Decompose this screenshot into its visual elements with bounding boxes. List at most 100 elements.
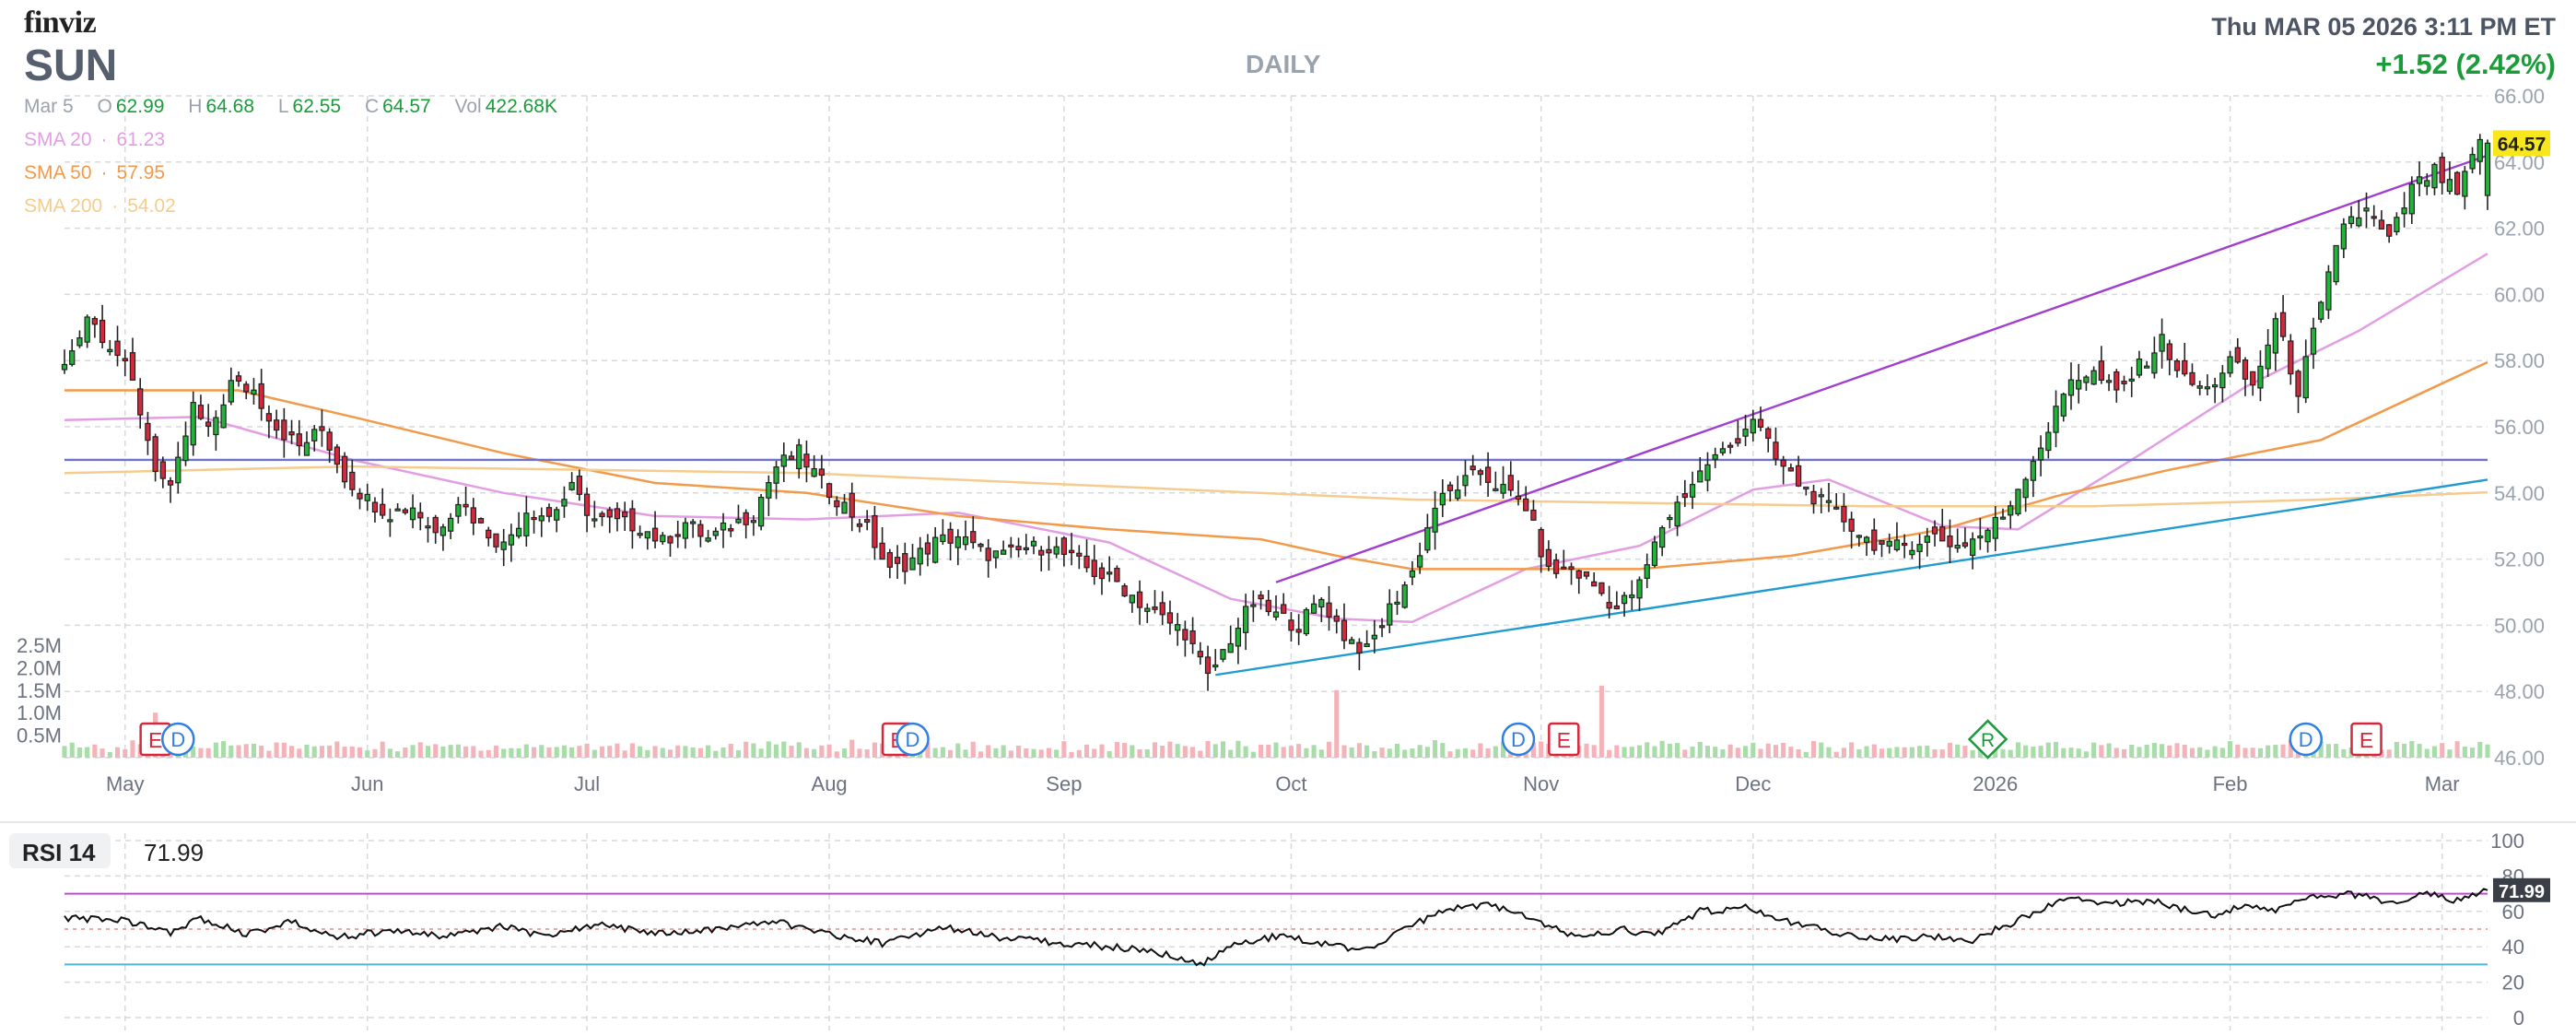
volume-bar [1917,746,1923,758]
candle-body [265,413,273,422]
candle-body [61,363,68,371]
candle-body [122,358,128,362]
volume-bar [1447,751,1453,758]
open-label: O [97,96,112,117]
candle-body [773,466,779,484]
candle-body [1659,526,1666,548]
rating-marker[interactable]: R [1967,719,2008,759]
open-value: 62.99 [115,96,165,117]
volume-bar [2440,743,2445,758]
volume-bar [1864,746,1869,758]
candle-body [1644,564,1650,580]
volume-bar [2053,741,2059,758]
volume-bar [501,748,507,758]
volume-bar [1598,685,1604,758]
upper-channel-trendline[interactable] [1275,154,2488,583]
month-label: Aug [812,772,848,795]
candle-body [1159,602,1165,616]
dividend-marker[interactable]: D [896,722,930,757]
volume-bar [2235,744,2241,758]
candle-body [682,522,689,539]
volume-bar [864,749,870,758]
volume-bar [1326,741,1332,758]
dividend-marker[interactable]: D [161,722,195,757]
rsi-line [64,888,2488,967]
candle-body [1378,625,1386,629]
high-label: H [188,96,203,117]
candle-body [2279,312,2287,337]
dividend-marker[interactable]: D [1501,722,1536,757]
candle-body [477,518,485,524]
candle-body [1606,602,1612,609]
candle-body [1046,548,1052,554]
volume-bar [213,742,218,758]
candle-body [1931,526,1938,535]
trendlines[interactable] [64,154,2488,677]
candle-body [1803,486,1809,490]
candle-body [167,479,174,486]
volume-bar [1607,749,1612,758]
candle-body [2219,372,2226,389]
candle-body [1871,529,1878,551]
volume-bar [1871,744,1877,758]
volume-bar [114,747,121,758]
volume-bar [2015,742,2020,758]
candle-body [2431,163,2438,189]
candle-body [879,542,885,560]
earnings-marker[interactable]: E [139,722,171,757]
volume-bar [1130,745,1135,758]
volume-bar [62,746,67,758]
sma200-legend[interactable]: SMA 200 · 54.02 [24,195,176,218]
ticker-symbol: SUN [24,41,118,90]
volume-bar [1652,746,1657,758]
candle-body [886,552,893,568]
sma20-legend[interactable]: SMA 20 · 61.23 [24,129,165,151]
ohlc-date: Mar 5 [24,96,74,117]
candle-body [2159,334,2165,352]
candle-body [1689,484,1696,498]
candle-body [159,461,166,479]
candle-body [296,433,302,447]
rsi-label[interactable]: RSI 14 [22,839,96,866]
volume-bar [1781,742,1786,758]
volume-bar [2470,748,2476,758]
candle-body [909,557,916,571]
candle-body [1681,493,1688,499]
volume-bar [2113,748,2119,758]
volume-bar [342,747,347,758]
volume-bar [2182,745,2187,758]
earnings-marker[interactable]: E [2350,722,2383,757]
volume-bar [297,748,302,758]
lower-channel-trendline[interactable] [1215,478,2488,677]
candle-body [825,483,833,499]
volume-bar [2341,748,2347,758]
volume-bar [1394,743,1400,758]
candle-body [872,514,878,548]
candle-body [561,499,568,507]
earnings-marker[interactable]: E [1548,722,1580,757]
volume-bar [690,747,696,758]
volume-bar [615,743,620,758]
candle-body [1083,555,1090,569]
candle-body [334,446,341,465]
price-tick-label: 52.00 [2494,548,2545,571]
volume-bar [425,746,431,758]
price-tick-label: 56.00 [2494,416,2545,439]
candle-body [1704,464,1711,481]
candle-body [220,404,227,429]
event-markers[interactable]: EDEDDERDE [139,719,2383,759]
close-label: C [364,96,380,117]
candle-body [2189,371,2195,385]
candle-body [1333,615,1340,622]
dividend-marker[interactable]: D [2289,722,2323,757]
finviz-logo[interactable]: finviz [24,6,97,40]
volume-bar [1819,742,1824,758]
candle-body [1281,604,1287,614]
candle-body [2204,386,2211,390]
candle-body [1091,559,1097,578]
candle-body [1810,490,1817,505]
sma50-legend[interactable]: SMA 50 · 57.95 [24,162,165,184]
candle-body [1954,544,1961,549]
volume-value: 422.68K [485,96,557,117]
